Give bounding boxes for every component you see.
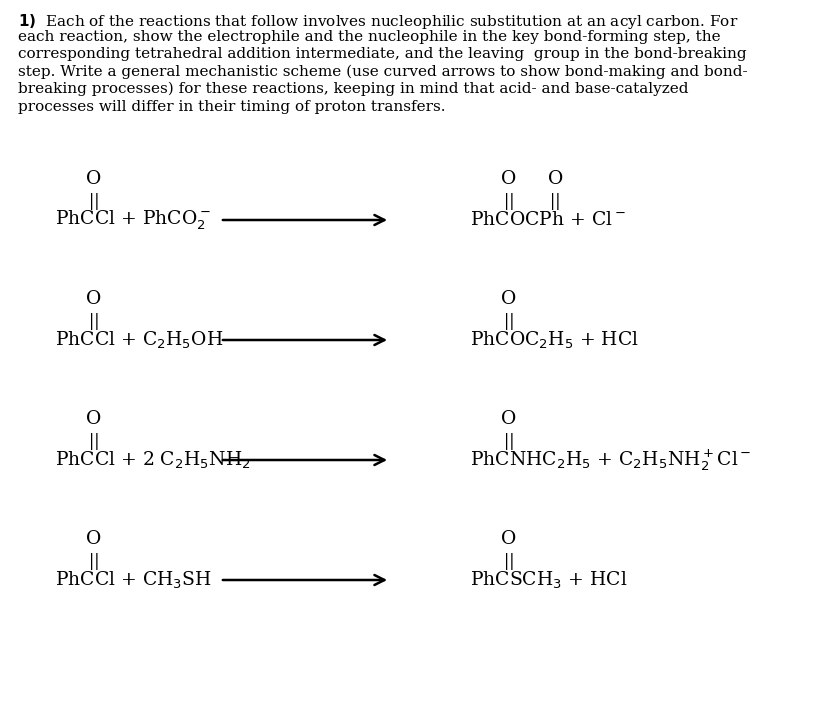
Text: PhCCl + CH$_3$SH: PhCCl + CH$_3$SH xyxy=(55,569,212,591)
Text: ||: || xyxy=(503,433,514,450)
Text: processes will differ in their timing of proton transfers.: processes will differ in their timing of… xyxy=(18,99,445,114)
Text: ||: || xyxy=(549,193,560,210)
Text: ||: || xyxy=(503,193,514,210)
Text: breaking processes) for these reactions, keeping in mind that acid- and base-cat: breaking processes) for these reactions,… xyxy=(18,82,688,97)
Text: step. Write a general mechanistic scheme (use curved arrows to show bond-making : step. Write a general mechanistic scheme… xyxy=(18,65,747,79)
Text: ||: || xyxy=(503,313,514,330)
Text: O: O xyxy=(501,530,516,548)
Text: O: O xyxy=(501,410,516,428)
Text: ||: || xyxy=(89,313,99,330)
Text: ||: || xyxy=(89,553,99,570)
Text: O: O xyxy=(86,530,102,548)
Text: PhCCl + 2 C$_2$H$_5$NH$_2$: PhCCl + 2 C$_2$H$_5$NH$_2$ xyxy=(55,449,251,471)
Text: PhCCl + C$_2$H$_5$OH: PhCCl + C$_2$H$_5$OH xyxy=(55,329,223,351)
Text: corresponding tetrahedral addition intermediate, and the leaving  group in the b: corresponding tetrahedral addition inter… xyxy=(18,47,746,61)
Text: ||: || xyxy=(89,433,99,450)
Text: O: O xyxy=(501,290,516,308)
Text: O: O xyxy=(501,170,516,188)
Text: $\mathbf{1)}$  Each of the reactions that follow involves nucleophilic substitut: $\mathbf{1)}$ Each of the reactions that… xyxy=(18,12,737,31)
Text: ||: || xyxy=(503,553,514,570)
Text: ||: || xyxy=(89,193,99,210)
Text: O: O xyxy=(86,410,102,428)
Text: O: O xyxy=(86,170,102,188)
Text: O: O xyxy=(547,170,562,188)
Text: PhCOCPh + Cl$^-$: PhCOCPh + Cl$^-$ xyxy=(470,211,625,229)
Text: each reaction, show the electrophile and the nucleophile in the key bond-forming: each reaction, show the electrophile and… xyxy=(18,30,720,43)
Text: PhCSCH$_3$ + HCl: PhCSCH$_3$ + HCl xyxy=(470,569,627,591)
Text: PhCCl + PhCO$_2^-$: PhCCl + PhCO$_2^-$ xyxy=(55,208,211,231)
Text: O: O xyxy=(86,290,102,308)
Text: PhCNHC$_2$H$_5$ + C$_2$H$_5$NH$_2^+$Cl$^-$: PhCNHC$_2$H$_5$ + C$_2$H$_5$NH$_2^+$Cl$^… xyxy=(470,447,751,473)
Text: PhCOC$_2$H$_5$ + HCl: PhCOC$_2$H$_5$ + HCl xyxy=(470,329,638,351)
